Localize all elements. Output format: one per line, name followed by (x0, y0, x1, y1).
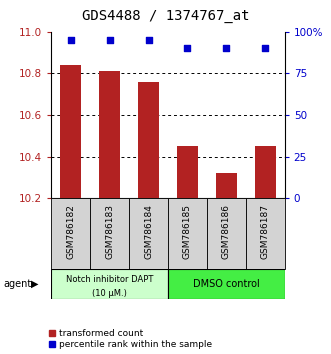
Bar (255, 146, 276, 198)
Text: (10 μM.): (10 μM.) (92, 289, 127, 298)
Text: agent: agent (3, 279, 31, 289)
Bar (215, 173, 237, 198)
Bar (99, 72, 120, 198)
Bar (51, 269, 168, 299)
Bar (51, 198, 90, 269)
Point (146, 37, 151, 43)
Point (68, 37, 73, 43)
Bar (246, 198, 285, 269)
Text: GSM786187: GSM786187 (261, 204, 270, 259)
Bar (129, 198, 168, 269)
Text: DMSO control: DMSO control (193, 279, 260, 289)
Text: GSM786185: GSM786185 (183, 204, 192, 259)
Text: ▶: ▶ (31, 279, 39, 289)
Bar (207, 198, 246, 269)
Point (185, 46, 190, 51)
Bar (168, 269, 285, 299)
Bar (60, 65, 81, 198)
Point (107, 37, 112, 43)
Bar (138, 82, 159, 198)
Bar (168, 198, 207, 269)
Text: GDS4488 / 1374767_at: GDS4488 / 1374767_at (82, 9, 249, 23)
Text: GSM786184: GSM786184 (144, 204, 153, 259)
Point (224, 46, 229, 51)
Bar (90, 198, 129, 269)
Text: Notch inhibitor DAPT: Notch inhibitor DAPT (66, 275, 153, 284)
Text: GSM786182: GSM786182 (66, 204, 75, 259)
Text: GSM786183: GSM786183 (105, 204, 114, 259)
Text: GSM786186: GSM786186 (222, 204, 231, 259)
Point (262, 46, 268, 51)
Legend: transformed count, percentile rank within the sample: transformed count, percentile rank withi… (49, 329, 212, 349)
Bar (177, 146, 198, 198)
